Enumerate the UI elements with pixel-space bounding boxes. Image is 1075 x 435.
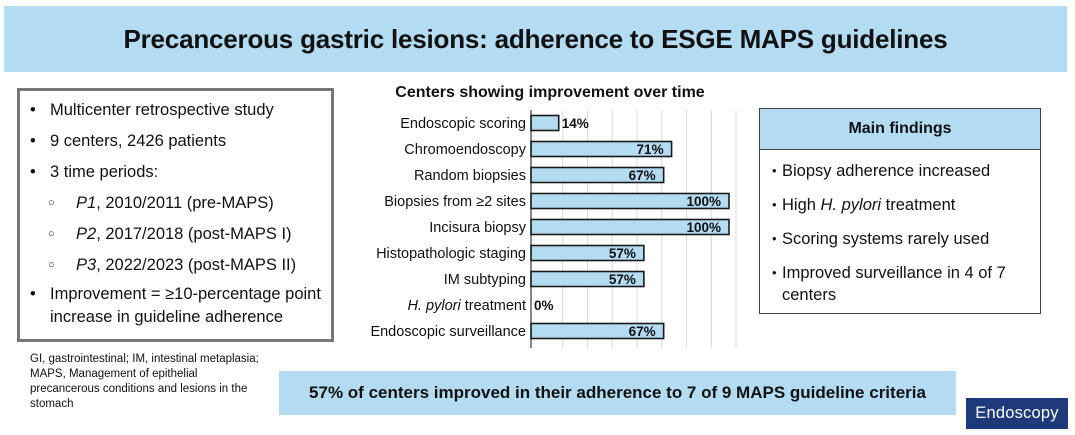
bar — [530, 114, 560, 132]
finding-text: Improved surveillance in 4 of 7 centers — [782, 264, 1006, 304]
value-label: 100% — [686, 220, 721, 235]
period-text: , 2022/2023 (post-MAPS II) — [96, 256, 297, 274]
category-label: Endoscopic surveillance — [370, 324, 526, 340]
study-design-list: Multicenter retrospective study 9 center… — [30, 101, 323, 329]
category-label: IM subtyping — [444, 272, 526, 288]
study-item-text: Improvement = ≥10-percentage point incre… — [50, 285, 321, 326]
category-label: Histopathologic staging — [376, 246, 526, 262]
value-label: 71% — [637, 142, 664, 157]
study-item: Multicenter retrospective study — [30, 101, 323, 120]
finding-text: Biopsy adherence increased — [782, 162, 991, 180]
finding-item: High H. pylori treatment — [772, 194, 1030, 216]
finding-text: High — [782, 196, 821, 214]
conclusion-text: 57% of centers improved in their adheren… — [309, 383, 926, 402]
category-label: Chromoendoscopy — [404, 142, 526, 158]
value-label: 57% — [609, 272, 636, 287]
findings-list: Biopsy adherence increased High H. pylor… — [772, 160, 1030, 306]
period-code: P2 — [76, 225, 97, 243]
finding-text: Scoring systems rarely used — [782, 230, 990, 248]
value-label: 57% — [609, 246, 636, 261]
period-code: P3 — [76, 256, 97, 274]
value-label: 14% — [562, 116, 589, 131]
category-label: H. pylori treatment — [408, 298, 526, 314]
findings-heading: Main findings — [759, 108, 1041, 150]
category-label: Incisura biopsy — [429, 220, 526, 236]
findings-box: Biopsy adherence increased High H. pylor… — [759, 149, 1041, 314]
journal-logo: Endoscopy — [966, 398, 1068, 429]
bar-chart: Endoscopic scoring 14% Chromoendoscopy 71% R… — [370, 110, 737, 348]
study-item-text: 9 centers, 2426 patients — [50, 132, 227, 150]
study-design-box: Multicenter retrospective study 9 center… — [17, 88, 334, 342]
finding-text: treatment — [881, 196, 956, 214]
page-title: Precancerous gastric lesions: adherence … — [123, 23, 948, 54]
title-banner: Precancerous gastric lesions: adherence … — [4, 6, 1067, 72]
finding-item: Improved surveillance in 4 of 7 centers — [772, 262, 1030, 306]
conclusion-banner: 57% of centers improved in their adheren… — [279, 371, 956, 415]
category-label: Endoscopic scoring — [400, 116, 526, 132]
study-item-text: Multicenter retrospective study — [50, 101, 274, 119]
study-subitem-p1: P1, 2010/2011 (pre-MAPS) — [30, 194, 323, 213]
value-label: 100% — [686, 194, 721, 209]
study-subitem-p2: P2, 2017/2018 (post-MAPS I) — [30, 225, 323, 244]
study-item-text: 3 time periods: — [50, 163, 159, 181]
period-text: , 2010/2011 (pre-MAPS) — [96, 194, 274, 212]
period-text: , 2017/2018 (post-MAPS I) — [96, 225, 292, 243]
finding-item: Biopsy adherence increased — [772, 160, 1030, 182]
finding-italic: H. pylori — [820, 196, 882, 214]
finding-item: Scoring systems rarely used — [772, 228, 1030, 250]
study-item: 3 time periods: — [30, 163, 323, 182]
period-code: P1 — [76, 194, 97, 212]
value-label: 0% — [534, 298, 554, 313]
value-label: 67% — [629, 324, 656, 339]
category-label: Biopsies from ≥2 sites — [384, 194, 526, 210]
value-label: 67% — [629, 168, 656, 183]
chart-title: Centers showing improvement over time — [395, 84, 705, 101]
category-label: Random biopsies — [414, 168, 526, 184]
abbreviations-note: GI, gastrointestinal; IM, intestinal met… — [30, 353, 259, 410]
study-item: Improvement = ≥10-percentage point incre… — [30, 283, 323, 329]
study-item: 9 centers, 2426 patients — [30, 132, 323, 151]
study-subitem-p3: P3, 2022/2023 (post-MAPS II) — [30, 256, 323, 275]
